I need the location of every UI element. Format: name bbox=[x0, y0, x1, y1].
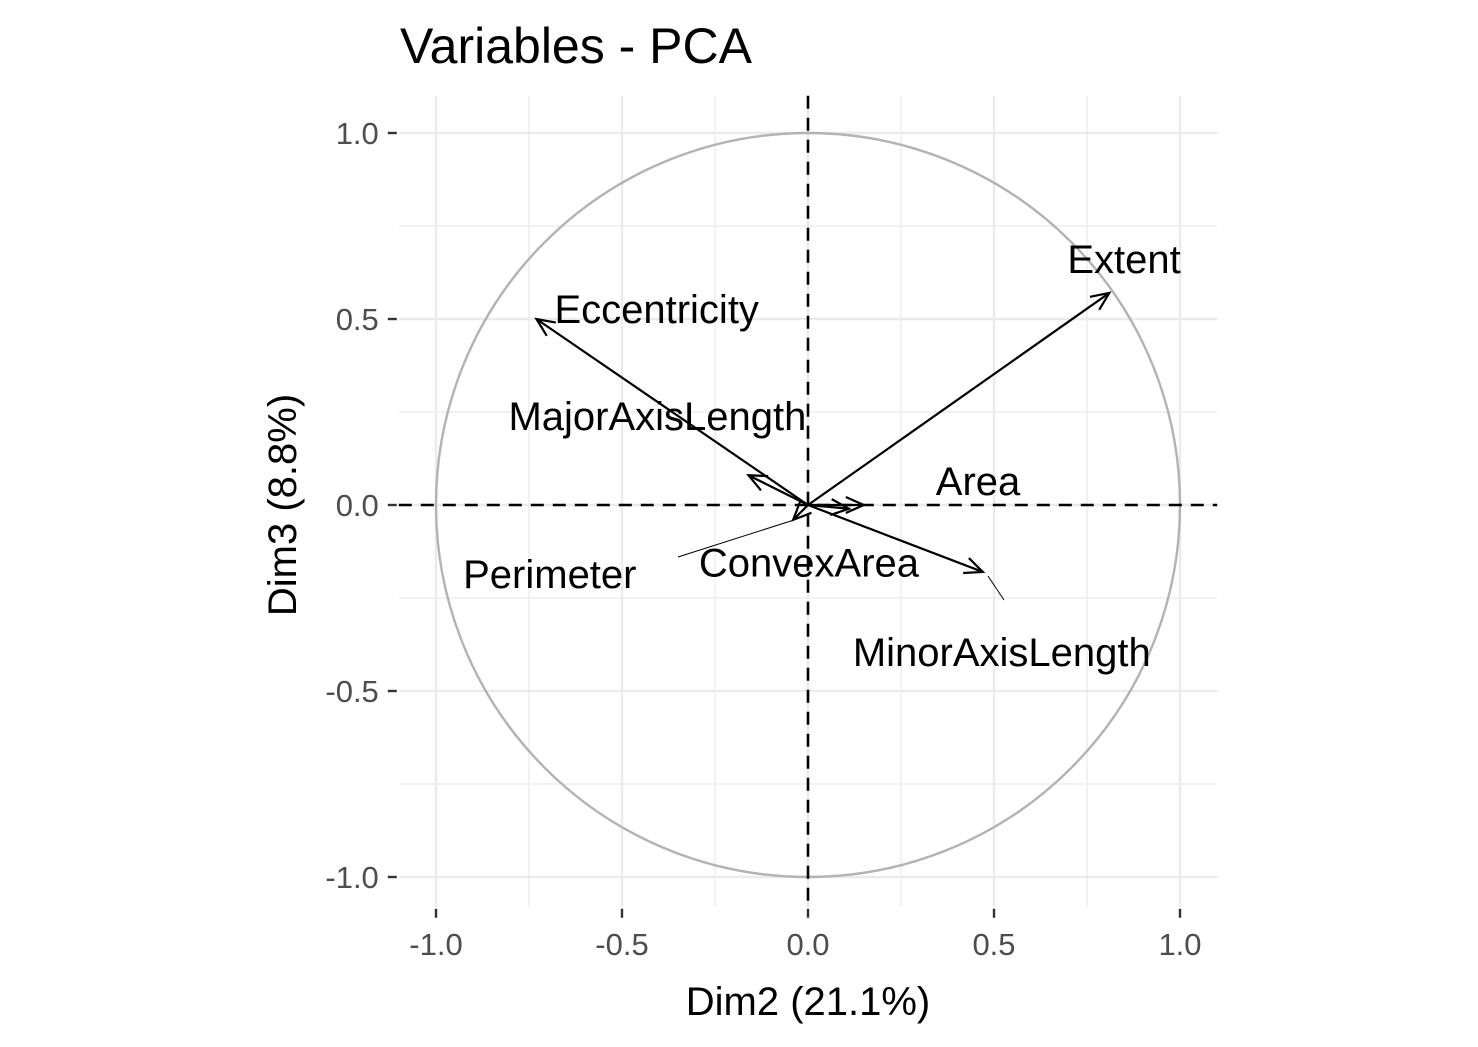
x-tick-label: -1.0 bbox=[409, 927, 462, 962]
arrow-convexarea bbox=[807, 498, 852, 517]
arrow-majoraxislength bbox=[746, 474, 809, 506]
arrow-minoraxislength bbox=[807, 503, 986, 575]
y-tick-label: -0.5 bbox=[325, 674, 378, 709]
y-tick-label: 0.5 bbox=[336, 302, 379, 337]
y-axis: -1.0 -0.5 0.0 0.5 1.0 bbox=[325, 116, 397, 895]
arrow-extent bbox=[807, 291, 1112, 506]
label-eccentricity: Eccentricity bbox=[554, 288, 759, 332]
label-convexarea: ConvexArea bbox=[699, 542, 920, 586]
arrow-perimeter bbox=[791, 501, 812, 522]
label-area: Area bbox=[936, 460, 1021, 504]
x-tick-label: -0.5 bbox=[595, 927, 648, 962]
label-perimeter: Perimeter bbox=[463, 553, 636, 597]
x-tick-label: 0.0 bbox=[786, 927, 829, 962]
y-tick-label: 1.0 bbox=[336, 116, 379, 151]
label-extent: Extent bbox=[1067, 238, 1180, 282]
x-axis-title: Dim2 (21.1%) bbox=[686, 980, 931, 1024]
x-tick-label: 1.0 bbox=[1158, 927, 1201, 962]
variable-arrows bbox=[534, 291, 1112, 575]
chart-title: Variables - PCA bbox=[400, 18, 753, 74]
reference-lines bbox=[398, 95, 1218, 907]
label-leader-lines bbox=[677, 519, 1005, 601]
plot-panel: Area Perimeter MajorAxisLength MinorAxisLen… bbox=[398, 95, 1218, 907]
leader-minoraxislength bbox=[987, 575, 1005, 601]
y-axis-title: Dim3 (8.8%) bbox=[261, 394, 305, 616]
y-tick-label: -1.0 bbox=[325, 860, 378, 895]
y-tick-label: 0.0 bbox=[336, 488, 379, 523]
variable-labels: Area Perimeter MajorAxisLength MinorAxisLen… bbox=[463, 238, 1181, 675]
x-axis: -1.0 -0.5 0.0 0.5 1.0 bbox=[409, 908, 1202, 962]
label-majoraxislength: MajorAxisLength bbox=[508, 395, 806, 439]
leader-perimeter bbox=[677, 519, 795, 558]
arrow-eccentricity bbox=[534, 317, 809, 506]
x-tick-label: 0.5 bbox=[972, 927, 1015, 962]
label-minoraxislength: MinorAxisLength bbox=[853, 631, 1151, 675]
